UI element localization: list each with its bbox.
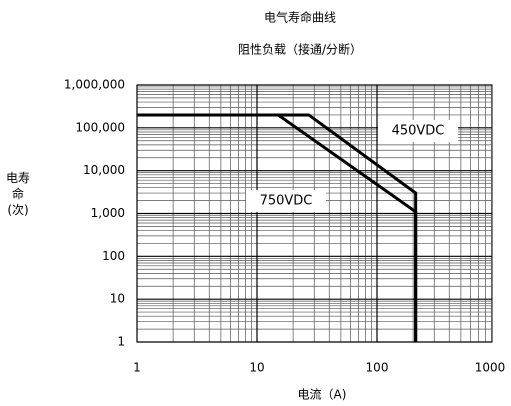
y-tick-label: 1 — [117, 335, 125, 349]
curve-label: 750VDC — [260, 194, 313, 209]
y-tick-label: 10 — [110, 292, 125, 306]
y-tick-label: 1,000 — [91, 206, 125, 220]
chart-subtitle: 阻性负载（接通/分断） — [238, 42, 362, 57]
curve-label-box — [246, 190, 326, 212]
y-tick-label: 100 — [102, 249, 125, 263]
x-axis-label: 电流（A) — [298, 388, 347, 402]
y-tick-label: 1,000,000 — [64, 78, 125, 92]
curve-label: 450VDC — [392, 124, 445, 139]
curve — [137, 113, 418, 342]
curve-label-box — [378, 120, 458, 142]
y-axis-label: 电寿命(次) — [5, 171, 30, 217]
x-tick-label: 1 — [133, 361, 141, 375]
y-tick-label: 100,000 — [75, 120, 125, 134]
x-tick-label: 1000 — [475, 361, 506, 375]
x-tick-label: 10 — [249, 361, 264, 375]
x-tick-label: 100 — [366, 361, 389, 375]
chart-title: 电气寿命曲线 — [264, 10, 336, 25]
y-tick-label: 10,000 — [83, 163, 125, 177]
